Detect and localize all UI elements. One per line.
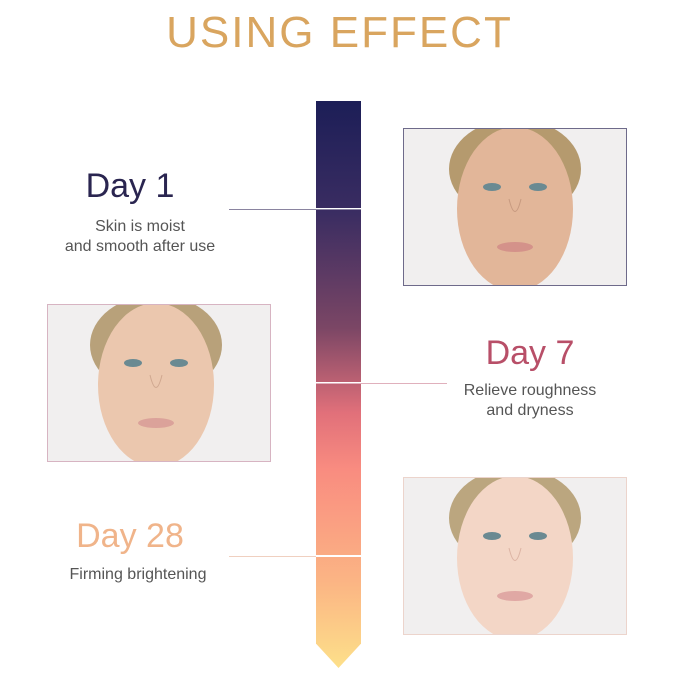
- face-photo-day7: [47, 304, 271, 462]
- page-title: USING EFFECT: [166, 8, 513, 57]
- day7-description: Relieve roughness and dryness: [430, 381, 630, 421]
- face-photo-day28: [403, 477, 627, 635]
- day7-desc-line1: Relieve roughness: [463, 382, 597, 399]
- day7-label: Day 7: [485, 334, 575, 372]
- day28-label: Day 28: [76, 517, 184, 555]
- timeline-gradient-bar: [316, 101, 361, 668]
- day28-desc-line1: Firming brightening: [69, 566, 207, 583]
- face-photo-day1: [403, 128, 627, 286]
- day28-description: Firming brightening: [38, 565, 238, 585]
- face-icon: [449, 129, 581, 285]
- connector-line-day7: [316, 383, 447, 384]
- day7-desc-line2: and dryness: [486, 402, 574, 419]
- face-icon: [90, 305, 222, 461]
- day1-desc-line1: Skin is moist: [95, 218, 185, 235]
- day1-desc-line2: and smooth after use: [64, 238, 216, 255]
- timeline-tick: [316, 555, 361, 557]
- day1-description: Skin is moist and smooth after use: [40, 217, 240, 257]
- connector-line-day1: [229, 209, 361, 210]
- day1-label: Day 1: [85, 167, 175, 205]
- connector-line-day28: [229, 556, 316, 557]
- face-icon: [449, 478, 581, 634]
